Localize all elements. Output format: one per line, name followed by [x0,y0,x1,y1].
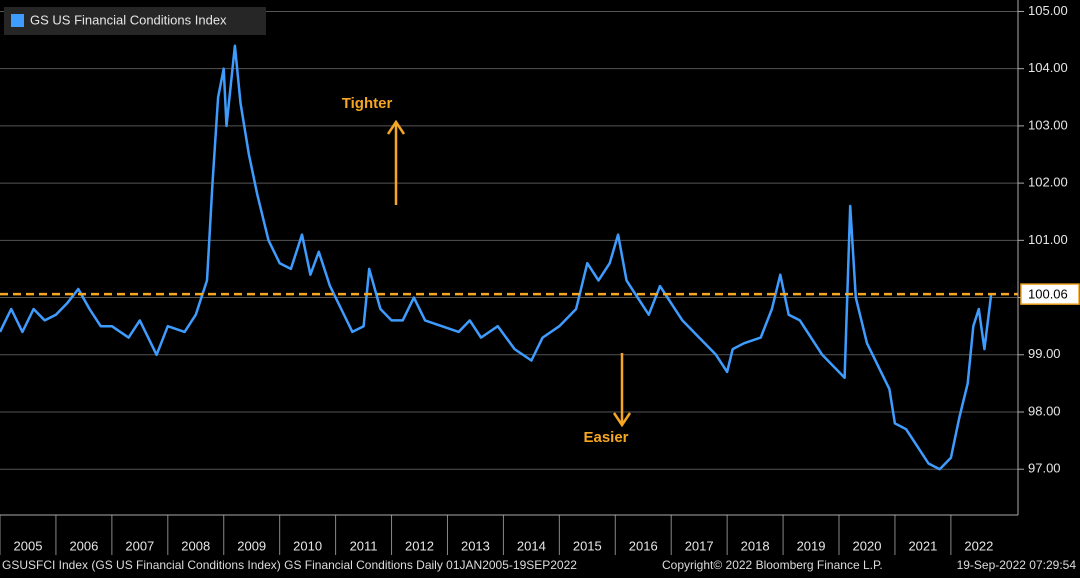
x-tick-label: 2016 [629,538,658,553]
reference-label: 100.06 [1028,287,1068,302]
x-tick-label: 2022 [964,538,993,553]
x-tick-label: 2006 [69,538,98,553]
annotation: Easier [583,429,628,446]
y-tick-label: 99.00 [1028,346,1061,361]
x-tick-label: 2010 [293,538,322,553]
reference-label-box [1020,283,1080,305]
arrow-down-head [612,412,632,428]
y-tick-label: 101.00 [1028,232,1068,247]
legend-box [4,7,266,35]
x-tick-label: 2020 [853,538,882,553]
y-tick-label: 103.00 [1028,117,1068,132]
x-tick-label: 2012 [405,538,434,553]
x-tick-label: 2018 [741,538,770,553]
x-tick-label: 2013 [461,538,490,553]
y-tick-label: 105.00 [1028,3,1068,18]
x-tick-label: 2015 [573,538,602,553]
footer-source: GSUSFCI Index (GS US Financial Condition… [2,558,577,572]
series-line [0,44,993,471]
y-tick-label: 97.00 [1028,461,1061,476]
x-tick-label: 2007 [125,538,154,553]
footer-copyright: Copyright© 2022 Bloomberg Finance L.P. [662,558,883,572]
y-tick-label: 104.00 [1028,60,1068,75]
plot: 100.06 [0,44,1080,471]
y-tick-label: 98.00 [1028,403,1061,418]
x-tick-label: 2009 [237,538,266,553]
x-tick-label: 2019 [797,538,826,553]
legend-swatch [11,14,24,27]
x-tick-label: 2017 [685,538,714,553]
x-tick-label: 2014 [517,538,546,553]
x-tick-label: 2008 [181,538,210,553]
legend-label: GS US Financial Conditions Index [30,12,227,27]
x-tick-label: 2005 [14,538,43,553]
y-tick-label: 102.00 [1028,175,1068,190]
footer-timestamp: 19-Sep-2022 07:29:54 [957,558,1077,572]
x-tick-label: 2011 [350,538,378,553]
x-tick-label: 2021 [908,538,937,553]
annotation: Tighter [342,95,393,112]
arrow-up-head [386,119,406,135]
